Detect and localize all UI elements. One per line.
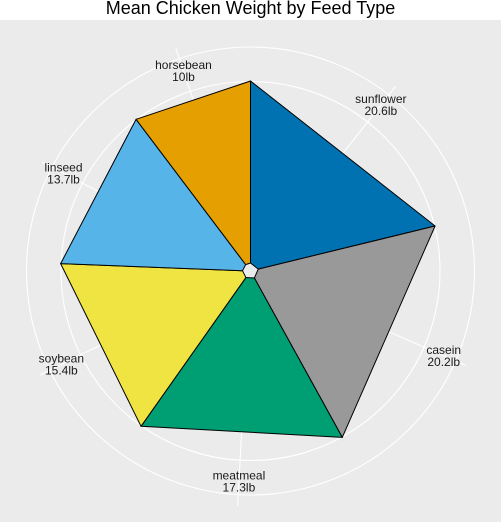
slice-label-horsebean: horsebean [155,58,212,72]
pie-slice-horsebean [135,80,251,266]
slice-value-meatmeal: 17.3lb [223,481,256,495]
slice-value-casein: 20.2lb [427,355,460,369]
slice-label-soybean: soybean [39,351,84,365]
slice-value-horsebean: 10lb [172,70,195,84]
slice-value-sunflower: 20.6lb [364,104,397,118]
slice-label-linseed: linseed [44,160,82,174]
slice-value-linseed: 13.7lb [47,172,80,186]
slice-value-soybean: 15.4lb [45,363,78,377]
slice-label-casein: casein [426,343,461,357]
plot-panel: sunflower 20.6lb casein 20.2lb meatmeal 17.3l… [0,20,501,522]
slice-label-meatmeal: meatmeal [213,469,266,483]
grid-circle [25,46,476,496]
chart-title: Mean Chicken Weight by Feed Type [105,0,396,18]
pie-slices [60,80,436,438]
slice-label-sunflower: sunflower [355,92,406,106]
